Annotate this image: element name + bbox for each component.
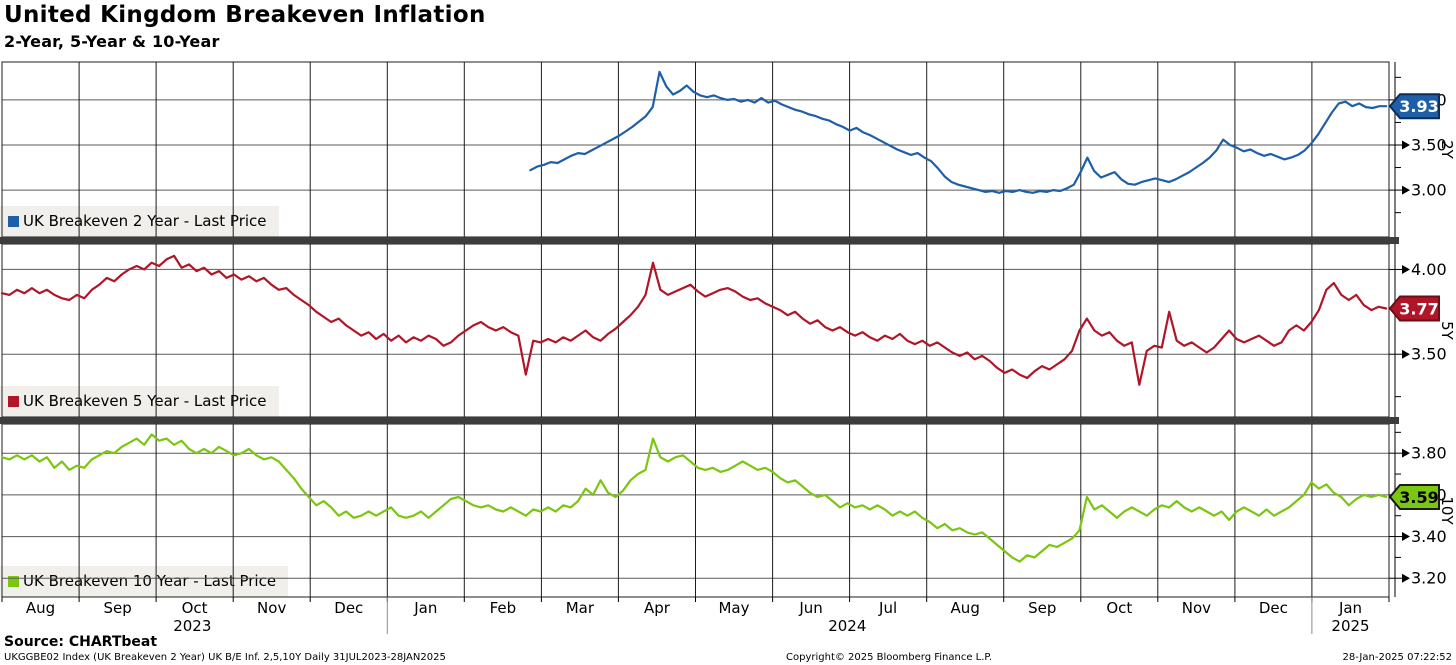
month-label: Jun xyxy=(798,599,822,617)
y-tick-label: 4.00 xyxy=(1411,260,1447,279)
ticker-description: UKGGBE02 Index (UK Breakeven 2 Year) UK … xyxy=(4,652,446,663)
month-label: Nov xyxy=(1182,599,1211,617)
chart-subtitle: 2-Year, 5-Year & 10-Year xyxy=(4,32,220,51)
month-label: Oct xyxy=(182,599,208,617)
source-label: Source: CHARTbeat xyxy=(4,634,158,650)
y-tick-label: 3.40 xyxy=(1411,527,1447,546)
month-label: Sep xyxy=(1028,599,1056,617)
y-tick-arrow-icon xyxy=(1402,448,1410,458)
y-tick-label: 3.20 xyxy=(1411,569,1447,588)
series-line-2y xyxy=(529,70,1388,194)
month-label: Mar xyxy=(566,599,595,617)
series-line-5y xyxy=(0,254,1388,386)
month-label: Nov xyxy=(257,599,286,617)
y-tick-arrow-icon xyxy=(1402,349,1410,359)
timestamp: 28-Jan-2025 07:22:52 xyxy=(1342,652,1452,663)
month-label: Jul xyxy=(878,599,897,617)
month-label: Sep xyxy=(103,599,131,617)
legend-5y: UK Breakeven 5 Year - Last Price xyxy=(0,386,279,417)
month-label: Aug xyxy=(26,599,55,617)
month-label: May xyxy=(718,599,749,617)
copyright-notice: Copyright© 2025 Bloomberg Finance L.P. xyxy=(786,652,993,663)
month-label: Feb xyxy=(490,599,517,617)
panel-axis-label-10y: 10Y xyxy=(1438,496,1456,525)
legend-swatch-5y-icon xyxy=(8,396,19,407)
month-label: Dec xyxy=(1259,599,1288,617)
y-tick-arrow-icon xyxy=(1402,264,1410,274)
year-label: 2024 xyxy=(828,617,866,635)
y-tick-label: 3.50 xyxy=(1411,345,1447,364)
month-label: Aug xyxy=(951,599,980,617)
y-tick-arrow-icon xyxy=(1402,185,1410,195)
y-tick-arrow-icon xyxy=(1402,573,1410,583)
legend-swatch-2y-icon xyxy=(8,216,19,227)
month-label: Oct xyxy=(1106,599,1132,617)
month-label: Jan xyxy=(1338,599,1362,617)
last-price-badge-2y xyxy=(1388,93,1440,120)
y-tick-arrow-icon xyxy=(1402,532,1410,542)
y-tick-arrow-icon xyxy=(1402,140,1410,150)
legend-10y: UK Breakeven 10 Year - Last Price xyxy=(0,566,289,597)
month-label: Apr xyxy=(644,599,671,617)
year-label: 2023 xyxy=(173,617,211,635)
panel-axis-label-2y: 2Y xyxy=(1438,140,1456,160)
y-tick-label: 3.80 xyxy=(1411,444,1447,463)
legend-swatch-10y-icon xyxy=(8,576,19,587)
last-price-badge-label-5y: 3.77 xyxy=(1399,299,1438,318)
y-tick-label: 3.00 xyxy=(1411,181,1447,200)
y-tick-label: 3.50 xyxy=(1411,135,1447,154)
last-price-badge-5y xyxy=(1388,295,1440,322)
month-label: Jan xyxy=(413,599,437,617)
panel-separator-1[interactable] xyxy=(0,237,1399,244)
legend-label-10y: UK Breakeven 10 Year - Last Price xyxy=(23,572,277,590)
last-price-badge-label-10y: 3.59 xyxy=(1399,488,1438,507)
panel-axis-label-5y: 5Y xyxy=(1438,321,1456,341)
month-label: Dec xyxy=(334,599,363,617)
last-price-badge-label-2y: 3.93 xyxy=(1399,97,1438,116)
legend-label-2y: UK Breakeven 2 Year - Last Price xyxy=(23,212,267,230)
panel-separator-2[interactable] xyxy=(0,417,1399,424)
legend-2y: UK Breakeven 2 Year - Last Price xyxy=(0,206,279,237)
last-price-badge-10y xyxy=(1388,483,1440,510)
legend-label-5y: UK Breakeven 5 Year - Last Price xyxy=(23,392,267,410)
year-label: 2025 xyxy=(1331,617,1369,635)
chart-title: United Kingdom Breakeven Inflation xyxy=(4,2,486,28)
series-line-10y xyxy=(0,433,1388,563)
